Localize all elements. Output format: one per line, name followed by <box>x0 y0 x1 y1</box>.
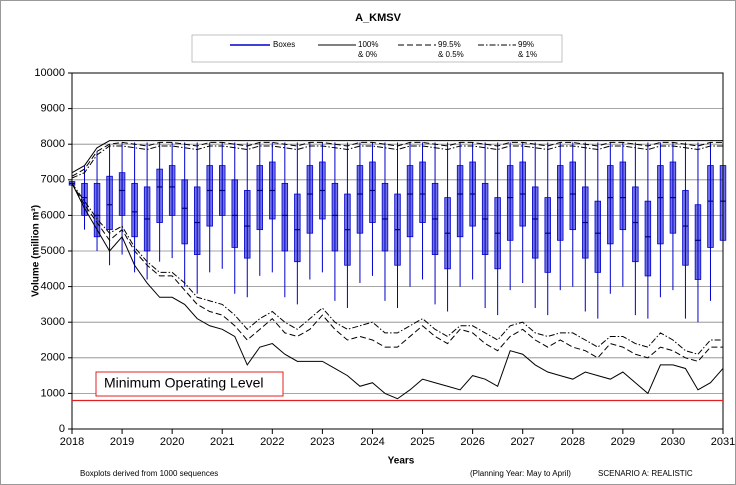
x-tick-label: 2024 <box>360 436 384 448</box>
footnote: (Planning Year: May to April) <box>470 469 571 478</box>
box <box>506 165 514 241</box>
percentile-line <box>71 183 724 400</box>
footnote: Boxplots derived from 1000 sequences <box>80 469 218 478</box>
box <box>456 165 464 238</box>
box <box>106 175 113 231</box>
percentile-line <box>71 183 723 355</box>
x-tick-label: 2023 <box>310 436 334 448</box>
box <box>193 186 201 255</box>
box <box>619 161 627 231</box>
percentile-line <box>71 145 723 179</box>
x-tick-label: 2029 <box>611 436 635 448</box>
chart-title: A_KMSV <box>355 12 402 24</box>
box <box>682 190 689 266</box>
box <box>244 190 251 259</box>
legend-label: Boxes <box>273 40 295 49</box>
box <box>569 161 576 231</box>
footnote: SCENARIO A: REALISTIC <box>598 469 693 478</box>
x-tick-label: 2020 <box>160 436 184 448</box>
x-tick-label: 2022 <box>260 436 284 448</box>
box <box>694 204 702 280</box>
legend-label: 100% <box>358 40 378 49</box>
box <box>168 165 176 216</box>
box <box>607 165 614 245</box>
y-tick-label: 2000 <box>41 352 65 364</box>
box <box>356 165 364 234</box>
box <box>707 165 714 248</box>
box <box>281 182 289 252</box>
legend-label: & 0.5% <box>438 50 464 59</box>
percentile-line <box>71 140 723 174</box>
x-tick-label: 2018 <box>60 436 84 448</box>
x-tick-label: 2026 <box>460 436 484 448</box>
y-axis-title: Volume (million m³) <box>31 205 42 297</box>
y-tick-label: 3000 <box>41 316 65 328</box>
x-tick-label: 2031 <box>711 436 735 448</box>
box <box>657 165 664 245</box>
box <box>544 197 551 273</box>
annotation-box <box>95 371 284 397</box>
box <box>369 161 376 223</box>
box <box>644 200 652 277</box>
box <box>632 186 639 263</box>
box <box>331 182 339 252</box>
box <box>306 165 314 234</box>
box <box>118 172 126 216</box>
x-tick-label: 2025 <box>410 436 434 448</box>
y-tick-label: 0 <box>59 423 65 435</box>
box <box>131 182 138 238</box>
legend-label: & 0% <box>358 50 377 59</box>
box <box>206 165 213 227</box>
x-tick-label: 2028 <box>561 436 585 448</box>
box <box>557 165 564 241</box>
y-tick-label: 10000 <box>34 67 65 79</box>
legend-label: 99% <box>518 40 534 49</box>
legend-box <box>191 34 563 63</box>
plot-border <box>71 72 724 430</box>
y-tick-label: 8000 <box>41 138 65 150</box>
x-axis-title: Years <box>388 456 415 467</box>
box <box>294 193 301 263</box>
y-tick-label: 6000 <box>41 209 65 221</box>
y-tick-label: 4000 <box>41 281 65 293</box>
annotation-text: Minimum Operating Level <box>104 375 264 391</box>
box <box>531 186 539 259</box>
percentile-line <box>71 141 723 177</box>
x-tick-label: 2027 <box>510 436 534 448</box>
box <box>231 179 238 248</box>
box <box>156 168 163 223</box>
legend-label: 99.5% <box>438 40 461 49</box>
box <box>406 165 414 238</box>
y-tick-label: 7000 <box>41 174 65 186</box>
box <box>594 200 602 273</box>
legend-label: & 1% <box>518 50 537 59</box>
y-tick-label: 5000 <box>41 245 65 257</box>
box <box>381 182 389 252</box>
x-tick-label: 2019 <box>110 436 134 448</box>
box <box>81 182 88 216</box>
percentile-line <box>71 183 723 362</box>
box <box>181 179 188 245</box>
box <box>256 165 264 231</box>
x-tick-label: 2021 <box>210 436 234 448</box>
x-tick-label: 2030 <box>661 436 685 448</box>
y-tick-label: 9000 <box>41 103 65 115</box>
y-tick-label: 1000 <box>41 387 65 399</box>
box <box>419 161 426 223</box>
box <box>93 182 101 238</box>
